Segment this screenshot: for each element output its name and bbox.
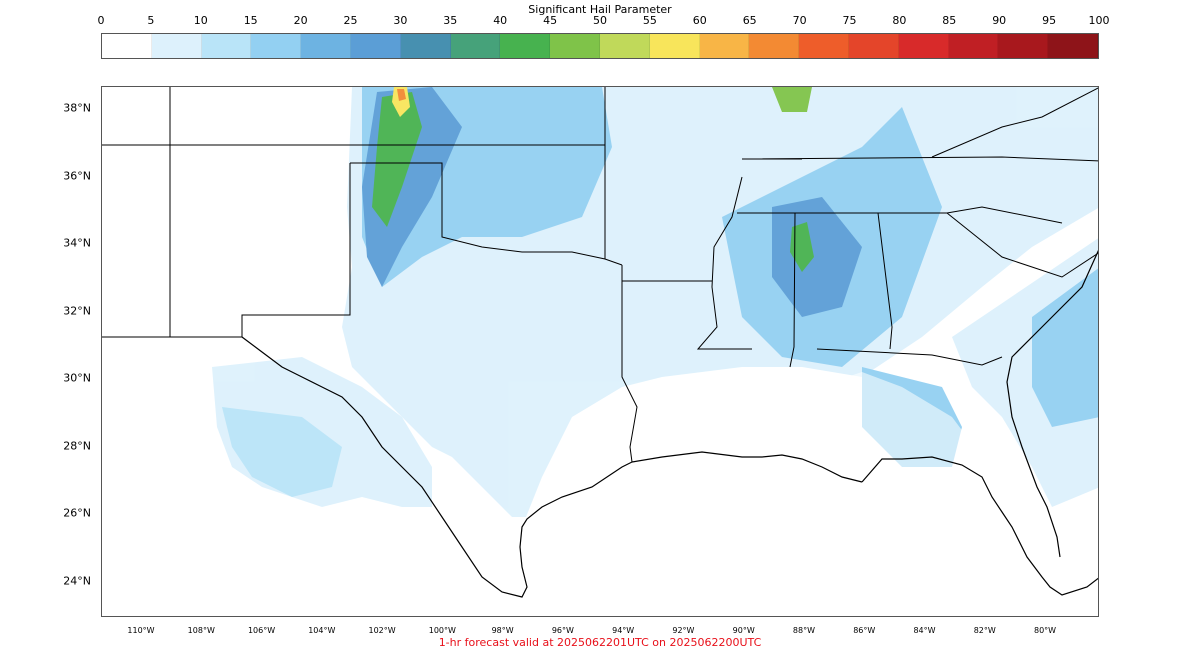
green-cell-alabama — [790, 222, 814, 272]
colorbar-tick-label: 30 — [393, 14, 408, 27]
colorbar-tick-label: 95 — [1042, 14, 1057, 27]
colorbar-tick-label: 10 — [193, 14, 208, 27]
colorbar-segment — [500, 34, 551, 58]
colorbar-tick-label: 35 — [443, 14, 458, 27]
water-areas — [102, 372, 1098, 616]
border-al-ga — [877, 212, 893, 350]
border-tx-ar-la — [621, 265, 638, 463]
longitude-label: 94°W — [612, 626, 635, 635]
longitude-label: 90°W — [732, 626, 755, 635]
ship-shading — [212, 87, 1098, 527]
latitude-label: 30°N — [63, 371, 91, 385]
latitude-label: 24°N — [63, 574, 91, 587]
colorbar-tick-label: 55 — [642, 14, 657, 27]
colorbar-tick-label: 25 — [343, 14, 358, 27]
colorbar-segment — [201, 34, 252, 58]
colorbar-tick-label: 40 — [493, 14, 508, 27]
green-cell-tennessee — [772, 87, 812, 112]
colorbar-tick-label: 85 — [942, 14, 957, 27]
longitude-label: 108°W — [187, 626, 215, 635]
southern-blank — [102, 517, 1098, 616]
colorbar-tick-label: 80 — [892, 14, 907, 27]
colorbar-segment — [301, 34, 351, 58]
colorbar-segment — [102, 34, 152, 58]
longitude-label: 104°W — [308, 626, 336, 635]
colorbar-title: Significant Hail Parameter — [528, 3, 672, 16]
colorbar-segment — [898, 34, 949, 58]
latitude-label: 28°N — [63, 439, 91, 452]
texas-coast — [241, 336, 633, 598]
border-ky-va — [931, 87, 1098, 158]
colorbar-tick-label: 15 — [243, 14, 258, 27]
colorbar-segment — [649, 34, 700, 58]
colorbar-tick-label: 0 — [97, 14, 105, 27]
borders — [102, 87, 1098, 463]
longitude-label: 106°W — [247, 626, 276, 635]
yellow-cell-panhandle — [392, 87, 410, 117]
longitude-label: 84°W — [913, 626, 936, 635]
border-nm-tx — [102, 163, 351, 338]
longitude-label: 98°W — [491, 626, 514, 635]
colorbar-segment — [151, 34, 202, 58]
mid-shading-atlantic — [1032, 268, 1098, 427]
latitude-label: 26°N — [63, 506, 91, 520]
colorbar-segment — [799, 34, 849, 58]
atlantic-coast — [1006, 249, 1098, 558]
colorbar-tick-label: 65 — [742, 14, 757, 27]
colorbar — [101, 33, 1099, 59]
colorbar-tick-label: 50 — [593, 14, 607, 27]
forecast-valid-caption: 1-hr forecast valid at 2025062201UTC on … — [438, 636, 762, 649]
border-ms-tn — [737, 206, 1063, 224]
longitude-label: 88°W — [792, 626, 816, 635]
latitude-label: 34°N — [63, 236, 91, 250]
latitude-label: 32°N — [63, 304, 91, 317]
gulf-coast-east — [861, 456, 1098, 596]
southern-blank-west — [102, 467, 222, 517]
colorbar-tick-label: 60 — [692, 14, 707, 27]
colorbar-tick-label: 5 — [147, 14, 155, 27]
colorbar-tick-labels: 0 5 10 15 20 25 30 35 40 45 50 55 60 65 70 75 80 85 90 95 10… — [0, 14, 1200, 30]
longitude-label: 86°W — [853, 626, 876, 635]
colorbar-tick-label: 100 — [1088, 14, 1110, 27]
colorbar-segment — [400, 34, 451, 58]
colorbar-segment — [251, 34, 302, 58]
colorbar-tick-label: 70 — [792, 14, 807, 27]
colorbar-segment — [550, 34, 600, 58]
border-ms-al — [789, 212, 796, 368]
orange-cell-panhandle — [397, 89, 406, 101]
border-ga-sc — [946, 212, 1098, 278]
colorbar-segment — [450, 34, 501, 58]
colorbar-tick-label: 45 — [543, 14, 558, 27]
longitude-label: 110°W — [127, 626, 155, 635]
colorbar-tick-label: 75 — [842, 14, 857, 27]
la-coast — [631, 451, 863, 483]
longitude-label: 96°W — [551, 626, 574, 635]
colorbar-segment — [699, 34, 750, 58]
colorbar-segment — [350, 34, 401, 58]
longitude-label: 82°W — [973, 626, 996, 635]
mid-shading-swtx — [222, 407, 342, 497]
border-ok-panhandle — [350, 162, 623, 266]
map-canvas — [102, 87, 1098, 616]
colorbar-segment — [749, 34, 800, 58]
longitude-label: 80°W — [1034, 626, 1057, 635]
colorbar-tick-label: 20 — [293, 14, 308, 27]
longitude-label: 100°W — [428, 626, 456, 635]
colorbar-tick-label: 90 — [992, 14, 1007, 27]
green-cell-panhandle — [372, 92, 422, 227]
colorbar-segment — [1048, 34, 1098, 58]
colorbar-segment — [599, 34, 650, 58]
colorbar-segment — [948, 34, 999, 58]
latitude-label: 38°N — [63, 101, 91, 115]
latitude-label: 36°N — [63, 169, 91, 182]
colorbar-segment — [848, 34, 899, 58]
map-panel — [101, 86, 1099, 617]
border-fl-ga — [816, 348, 1003, 366]
border-tn — [741, 156, 1098, 162]
longitude-label: 102°W — [368, 626, 396, 635]
coastline — [241, 249, 1098, 598]
border-ms-river — [696, 176, 752, 350]
longitude-label: 92°W — [672, 626, 695, 635]
colorbar-segment — [998, 34, 1049, 58]
